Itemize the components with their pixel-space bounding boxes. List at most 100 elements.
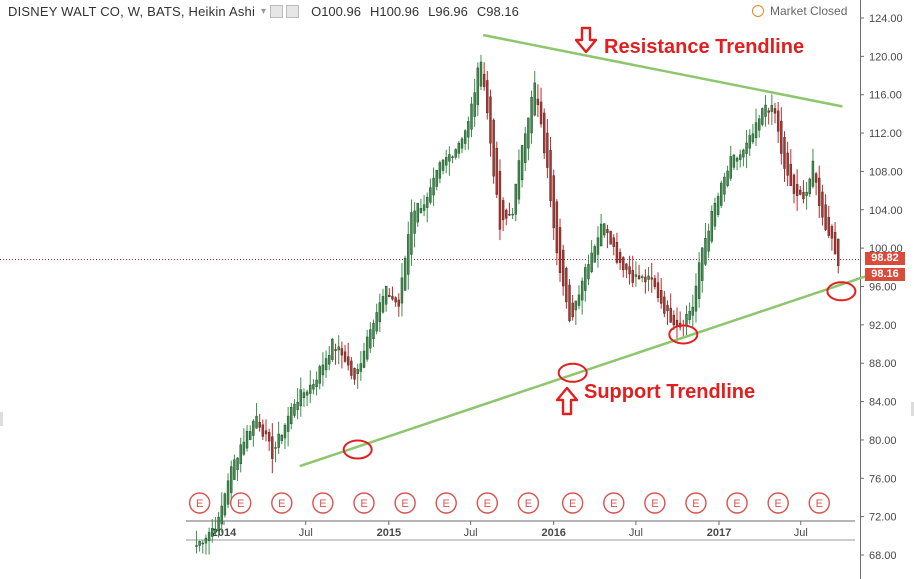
resistance-trendline[interactable] (482, 34, 843, 108)
earnings-marker[interactable]: E (808, 492, 830, 514)
earnings-marker-label: E (816, 498, 823, 510)
candle-body (536, 98, 540, 106)
candle-body (637, 275, 641, 280)
candle-body (429, 187, 432, 203)
candle-body (618, 252, 622, 263)
candle-body (277, 433, 280, 448)
earnings-marker[interactable]: E (476, 492, 499, 514)
candle-body (359, 363, 363, 372)
candle-body (688, 310, 691, 320)
candle-body (217, 516, 220, 532)
arrow-up-icon (555, 386, 579, 416)
candle-body (561, 249, 565, 287)
candle-body (549, 150, 552, 202)
earnings-marker-circle (312, 492, 334, 514)
candle-body (467, 121, 470, 138)
close-label: C (476, 4, 487, 19)
candle-body (827, 216, 830, 236)
candle-body (650, 277, 653, 280)
candle-body (492, 119, 495, 177)
earnings-marker-circle (188, 492, 211, 514)
candle-body (672, 315, 676, 326)
arrow-down-icon (574, 26, 598, 54)
candle-body (394, 297, 397, 303)
earnings-marker-label: E (569, 498, 576, 510)
candle-body (293, 403, 296, 416)
candle-body (776, 110, 780, 132)
price-tick-label: 80.00 (869, 435, 897, 447)
candle-body (751, 133, 755, 143)
price-tick-label: 68.00 (869, 550, 897, 562)
scroll-handle-left[interactable] (0, 412, 3, 426)
candle-body (296, 401, 299, 410)
candle-body (546, 132, 549, 168)
candle-body (799, 189, 802, 195)
candle-body (663, 296, 666, 314)
time-tick-label: 2016 (541, 527, 565, 539)
candle-body (391, 295, 394, 300)
price-tick-label: 104.00 (869, 205, 903, 217)
chevron-down-icon[interactable]: ▾ (261, 6, 267, 17)
scroll-handle-right[interactable] (911, 402, 914, 416)
price-tick-label: 88.00 (869, 358, 897, 370)
earnings-marker[interactable]: E (188, 492, 211, 514)
candle-body (410, 212, 413, 255)
candle-body (432, 177, 435, 196)
earnings-marker[interactable]: E (271, 492, 293, 514)
plot-area[interactable] (0, 0, 860, 579)
candle-body (833, 232, 837, 255)
earnings-marker[interactable]: E (394, 492, 416, 514)
earnings-marker-label: E (237, 498, 244, 510)
settings-icon[interactable] (270, 5, 284, 18)
candle-body (451, 156, 454, 159)
earnings-marker[interactable]: E (312, 492, 334, 514)
candle-body (505, 209, 508, 219)
earnings-marker[interactable]: E (230, 492, 252, 514)
candle-body (631, 270, 634, 283)
earnings-marker[interactable]: E (603, 492, 625, 514)
candle-body (365, 336, 369, 360)
candle-body (230, 466, 233, 493)
time-tick-label: Jul (299, 527, 313, 539)
touch-point-circle (826, 281, 857, 302)
candle-body (422, 204, 426, 211)
candle-body (350, 360, 353, 376)
high-value: 100.96 (379, 4, 420, 19)
candle-body (309, 384, 312, 394)
earnings-marker[interactable]: E (435, 492, 457, 514)
market-status-text: Market Closed (770, 4, 848, 18)
candle-body (473, 92, 476, 117)
candle-body (328, 355, 331, 365)
candle-body (625, 263, 628, 270)
earnings-marker[interactable]: E (685, 492, 707, 514)
earnings-marker[interactable]: E (353, 492, 375, 514)
candle-body (666, 304, 669, 312)
earnings-marker[interactable]: E (767, 492, 789, 514)
market-status: Market Closed (752, 4, 847, 18)
earnings-marker-circle (644, 492, 666, 514)
earnings-marker[interactable]: E (644, 492, 666, 514)
candle-body (659, 290, 663, 304)
symbol-title[interactable]: DISNEY WALT CO, W, BATS, Heikin Ashi (8, 4, 256, 19)
gear-icon[interactable] (286, 5, 300, 18)
candle-body (261, 424, 265, 437)
candle-body (318, 366, 321, 384)
earnings-marker[interactable]: E (517, 492, 540, 514)
candle-body (381, 296, 385, 313)
candle-body (555, 201, 559, 254)
earnings-marker-label: E (196, 498, 203, 510)
candle-body (641, 276, 644, 278)
candle-body (520, 145, 524, 181)
earnings-marker[interactable]: E (561, 492, 584, 514)
earnings-marker[interactable]: E (726, 492, 748, 514)
candle-body (599, 223, 603, 247)
candle-body (644, 276, 647, 283)
candle-body (489, 96, 492, 144)
earnings-marker-circle (230, 492, 252, 514)
candle-body (255, 415, 258, 429)
earnings-marker-circle (271, 492, 293, 514)
candle-body (615, 241, 619, 263)
candle-body (514, 183, 517, 215)
